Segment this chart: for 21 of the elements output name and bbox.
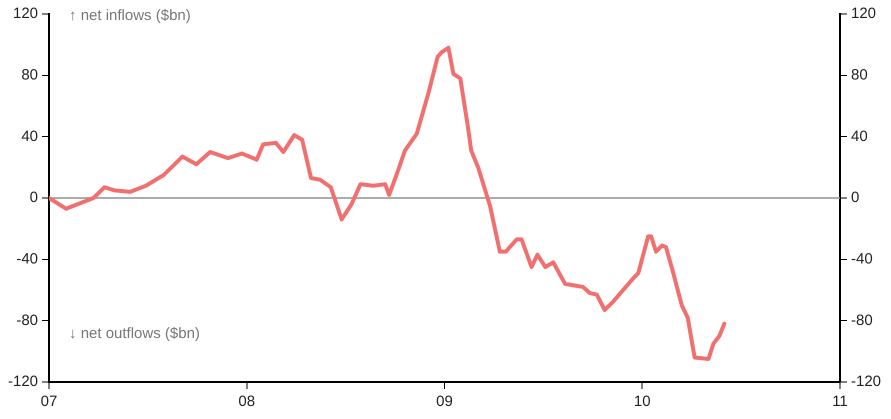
y-tick-label: -80 [16, 312, 38, 329]
x-tick-label: 07 [40, 393, 58, 410]
x-tick-label: 08 [238, 393, 256, 410]
y-tick-label: 0 [30, 189, 38, 206]
y2-tick-label: 120 [850, 5, 876, 22]
y2-tick-label: -120 [850, 373, 882, 390]
x-tick-label: 11 [832, 393, 848, 410]
y2-tick-label: 40 [850, 128, 868, 145]
y2-tick-label: 80 [850, 66, 868, 84]
annotation: ↓ net outflows ($bn) [69, 325, 200, 342]
x-tick-label: 09 [436, 393, 453, 410]
y-tick-label: -40 [16, 250, 38, 268]
y2-tick-label: -80 [850, 312, 873, 329]
annotation: ↑ net inflows ($bn) [69, 7, 191, 24]
x-tick-label: 10 [634, 393, 651, 410]
y-tick-label: 120 [12, 5, 38, 22]
y-tick-label: -120 [8, 373, 38, 390]
y-tick-label: 80 [21, 66, 38, 84]
y2-tick-label: 0 [850, 189, 860, 206]
y2-tick-label: -40 [850, 250, 873, 268]
y-tick-label: 40 [21, 128, 38, 145]
